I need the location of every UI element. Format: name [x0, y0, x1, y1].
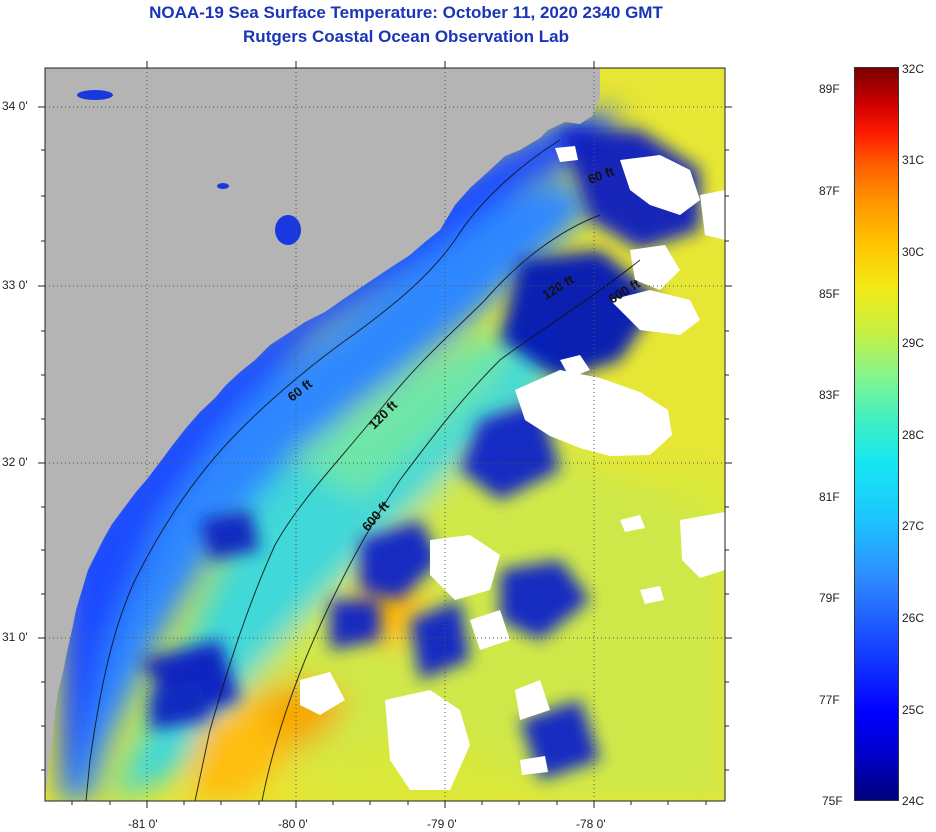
- axis-ticks: [38, 61, 732, 808]
- colorbar-c-24: 24C: [902, 794, 925, 808]
- colorbar-c-29: 29C: [902, 336, 925, 350]
- temperature-colorbar: [854, 67, 899, 801]
- lat-label-32: 32 0': [2, 455, 28, 469]
- lat-label-33: 33 0': [2, 278, 28, 292]
- isobath-600ft: [261, 259, 641, 801]
- colorbar-c-30: 30C: [902, 245, 925, 259]
- isobath-120ft: [194, 214, 601, 801]
- colorbar-f-75: 75F: [822, 794, 843, 808]
- colorbar-c-27: 27C: [902, 519, 925, 533]
- land-area: [45, 68, 600, 800]
- lon-label-81: -81 0': [128, 817, 158, 831]
- map-frame: [44, 67, 726, 802]
- colorbar-c-28: 28C: [902, 428, 925, 442]
- colorbar-c-26: 26C: [902, 611, 925, 625]
- colorbar-f-85: 85F: [819, 287, 840, 301]
- isobaths: [85, 139, 641, 801]
- colorbar-c-31: 31C: [902, 153, 925, 167]
- lat-label-31: 31 0': [2, 630, 28, 644]
- map-subtitle: Rutgers Coastal Ocean Observation Lab: [243, 27, 569, 46]
- graticule: [45, 68, 725, 801]
- colorbar-f-77: 77F: [819, 693, 840, 707]
- colorbar-f-81: 81F: [819, 490, 840, 504]
- isobath-60ft: [85, 139, 561, 801]
- colorbar-f-89: 89F: [819, 82, 840, 96]
- colorbar-c-25: 25C: [902, 703, 925, 717]
- colorbar-f-79: 79F: [819, 591, 840, 605]
- lon-label-78: -78 0': [576, 817, 606, 831]
- inland-water: [77, 90, 301, 245]
- colorbar-c-32: 32C: [902, 62, 925, 76]
- map-title: NOAA-19 Sea Surface Temperature: October…: [149, 3, 663, 22]
- lon-label-79: -79 0': [427, 817, 457, 831]
- colorbar-f-83: 83F: [819, 388, 840, 402]
- cloud-mask: [220, 146, 725, 790]
- lon-label-80: -80 0': [278, 817, 308, 831]
- colorbar-f-87: 87F: [819, 184, 840, 198]
- lat-label-34: 34 0': [2, 99, 28, 113]
